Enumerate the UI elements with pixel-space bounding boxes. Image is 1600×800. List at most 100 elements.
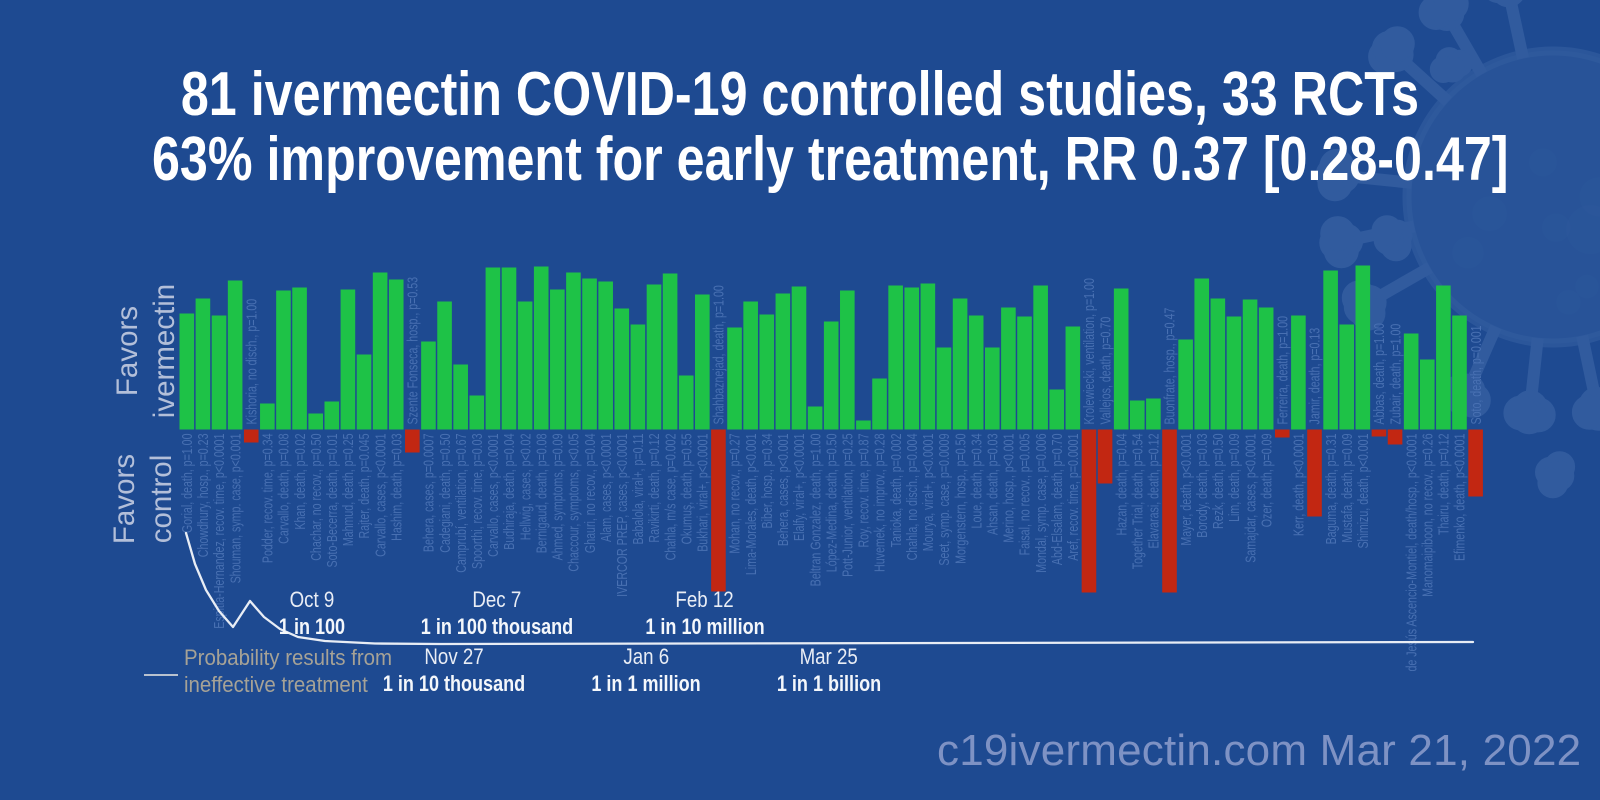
study-bar[interactable] xyxy=(437,301,452,430)
study-bar[interactable] xyxy=(920,283,936,430)
study-bar[interactable] xyxy=(340,289,356,430)
study-bar[interactable] xyxy=(1113,288,1129,430)
study-bar[interactable] xyxy=(566,272,581,430)
study-bar[interactable] xyxy=(856,420,871,430)
study-bar[interactable] xyxy=(211,315,227,430)
study-bar[interactable] xyxy=(1291,315,1306,430)
study-bar[interactable] xyxy=(840,290,855,430)
study-bar[interactable] xyxy=(1242,299,1258,430)
milestone-probability: 1 in 10 thousand xyxy=(382,671,526,696)
study-bar-label: Aref, recov. time, p=0.0001 xyxy=(1064,434,1081,561)
study-bar[interactable] xyxy=(485,267,501,430)
study-bar[interactable] xyxy=(388,279,404,430)
study-bar[interactable] xyxy=(179,313,195,430)
study-bar[interactable] xyxy=(1339,324,1355,430)
study-bar[interactable] xyxy=(533,266,549,430)
study-bar[interactable] xyxy=(1162,429,1177,593)
study-bar[interactable] xyxy=(1307,429,1322,517)
study-bar[interactable] xyxy=(1065,326,1081,430)
study-bar[interactable] xyxy=(292,287,307,430)
study-bar[interactable] xyxy=(1049,389,1065,430)
study-bar[interactable] xyxy=(453,364,468,430)
study-bar-label: Manomaipiboon, no recov., p=0.26 xyxy=(1419,434,1436,597)
study-bar[interactable] xyxy=(936,347,952,430)
study-bar-label: Thairu, death, p=0.12 xyxy=(1435,434,1452,535)
study-bar[interactable] xyxy=(1468,429,1483,497)
study-bar[interactable] xyxy=(469,395,485,430)
study-bar-label: Ozer, death, p=0.09 xyxy=(1258,434,1275,528)
study-bar[interactable] xyxy=(985,347,1000,430)
study-bar[interactable] xyxy=(1226,316,1242,430)
study-bar-label: Rezk, death, p=0.50 xyxy=(1209,434,1226,530)
study-bar-label: Rajter, death, p=0.045 xyxy=(355,434,372,539)
study-bar[interactable] xyxy=(1436,285,1451,430)
study-bar[interactable] xyxy=(888,285,903,430)
study-bar[interactable] xyxy=(582,278,597,430)
study-bar[interactable] xyxy=(1146,398,1161,430)
study-bar[interactable] xyxy=(1419,359,1435,430)
study-bar[interactable] xyxy=(968,315,984,430)
study-bar[interactable] xyxy=(1178,339,1193,430)
study-bar[interactable] xyxy=(759,314,775,430)
study-bar[interactable] xyxy=(1323,270,1338,430)
study-bar[interactable] xyxy=(823,321,839,430)
study-bar[interactable] xyxy=(260,403,275,430)
study-bar[interactable] xyxy=(517,301,533,430)
study-bar[interactable] xyxy=(598,281,613,430)
study-bar[interactable] xyxy=(324,401,340,430)
study-bar[interactable] xyxy=(1274,429,1290,438)
study-bar[interactable] xyxy=(1403,333,1419,430)
study-bar[interactable] xyxy=(1355,265,1371,430)
study-bar[interactable] xyxy=(1081,429,1097,593)
study-bar-label: Ahsan, death, p=0.03 xyxy=(984,434,1001,535)
study-bar-label: Abd-Elsalam, death, p=0.70 xyxy=(1048,434,1065,566)
study-bar[interactable] xyxy=(1258,307,1274,430)
study-bar[interactable] xyxy=(678,375,694,430)
study-bar[interactable] xyxy=(356,354,372,430)
study-bar[interactable] xyxy=(421,341,436,430)
study-bar-label: Kishoria, no disch., p=1.00 xyxy=(243,299,260,425)
study-bar[interactable] xyxy=(711,429,726,592)
study-bar[interactable] xyxy=(904,287,920,430)
study-bar-label: Chahla, no disch., p=0.004 xyxy=(903,434,920,561)
study-bar[interactable] xyxy=(646,284,662,430)
study-bar[interactable] xyxy=(227,280,243,430)
study-bar[interactable] xyxy=(308,413,323,430)
study-bar[interactable] xyxy=(550,289,565,430)
study-bar[interactable] xyxy=(501,267,517,430)
study-bar[interactable] xyxy=(1452,315,1467,430)
study-bar[interactable] xyxy=(807,406,823,430)
study-bar[interactable] xyxy=(952,298,968,430)
milestone-probability: 1 in 1 billion xyxy=(776,671,882,696)
study-bar[interactable] xyxy=(1194,278,1210,430)
milestone-date: Oct 9 xyxy=(289,587,335,612)
study-bar-label: Mourya, viral+, p<0.0001 xyxy=(919,434,936,552)
study-bar[interactable] xyxy=(243,429,259,443)
study-bar[interactable] xyxy=(405,429,420,453)
study-bar[interactable] xyxy=(791,286,807,430)
study-bar[interactable] xyxy=(743,301,758,430)
study-bar[interactable] xyxy=(662,273,678,430)
study-bar[interactable] xyxy=(1033,285,1048,430)
study-bar[interactable] xyxy=(872,378,887,430)
study-bar[interactable] xyxy=(195,298,211,430)
study-bar[interactable] xyxy=(1129,400,1145,430)
study-bar[interactable] xyxy=(695,294,710,430)
timeline-milestone: Feb 12 1 in 10 million xyxy=(632,586,777,640)
study-bar[interactable] xyxy=(1371,429,1387,437)
study-bar[interactable] xyxy=(1017,316,1032,430)
study-bar[interactable] xyxy=(727,327,742,430)
study-bar[interactable] xyxy=(1001,307,1016,430)
study-bar-label: Borody, death, p=0.03 xyxy=(1193,434,1210,538)
site-credit: c19ivermectin.com Mar 21, 2022 xyxy=(937,726,1582,775)
study-bar[interactable] xyxy=(1387,429,1403,445)
study-bar[interactable] xyxy=(276,290,291,430)
study-bar[interactable] xyxy=(630,324,646,430)
study-bar-label: Soto-Becerra, death, p=0.01 xyxy=(323,434,340,568)
study-bar[interactable] xyxy=(614,308,630,430)
study-bar[interactable] xyxy=(1210,298,1226,430)
study-bar[interactable] xyxy=(1097,429,1113,484)
study-bar[interactable] xyxy=(372,272,388,430)
study-bar[interactable] xyxy=(775,293,791,430)
